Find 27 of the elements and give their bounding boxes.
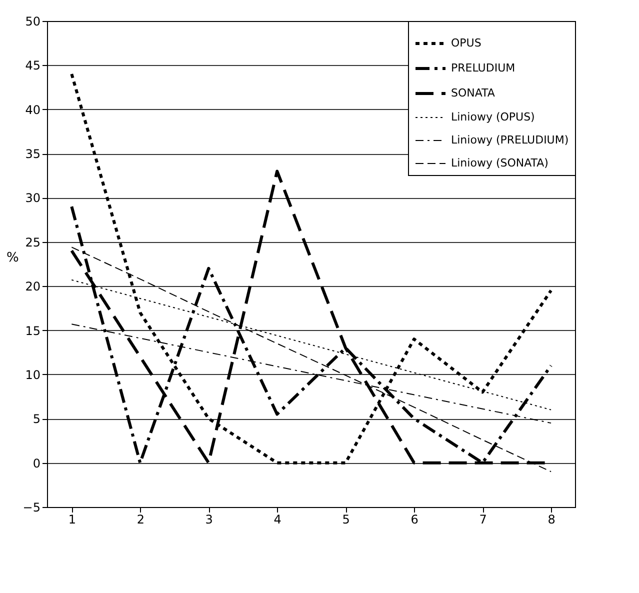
x-tick-label: 2 bbox=[136, 512, 144, 526]
y-tick-label: 5 bbox=[32, 412, 40, 426]
y-tick-label: 25 bbox=[25, 235, 40, 250]
x-tick-label: 6 bbox=[410, 512, 418, 526]
y-tick-label: 30 bbox=[25, 191, 40, 206]
y-tick-label: 15 bbox=[25, 324, 40, 338]
y-tick-label: 10 bbox=[25, 368, 40, 382]
y-tick-label: 50 bbox=[25, 14, 40, 28]
y-tick-label: 0 bbox=[32, 456, 40, 470]
legend-label: OPUS bbox=[451, 36, 482, 50]
x-tick-label: 1 bbox=[68, 512, 76, 526]
legend-label: Liniowy (PRELUDIUM) bbox=[451, 134, 569, 146]
y-axis-title: % bbox=[6, 250, 19, 266]
x-tick-label: 3 bbox=[205, 512, 213, 526]
legend-label: PRELUDIUM bbox=[451, 62, 516, 74]
legend-label: Liniowy (OPUS) bbox=[451, 110, 535, 124]
x-tick-label: 7 bbox=[479, 512, 487, 526]
y-tick-label: 40 bbox=[25, 102, 40, 117]
x-tick-label: 4 bbox=[274, 512, 282, 526]
y-tick-label: 45 bbox=[25, 58, 40, 73]
y-tick-label: 35 bbox=[25, 147, 40, 162]
legend-label: SONATA bbox=[451, 86, 496, 100]
legend-label: Liniowy (SONATA) bbox=[451, 156, 548, 170]
x-tick-label: 8 bbox=[548, 512, 556, 526]
y-tick-label: −5 bbox=[22, 500, 40, 514]
y-tick-label: 20 bbox=[25, 280, 40, 294]
x-tick-label: 5 bbox=[342, 512, 350, 526]
